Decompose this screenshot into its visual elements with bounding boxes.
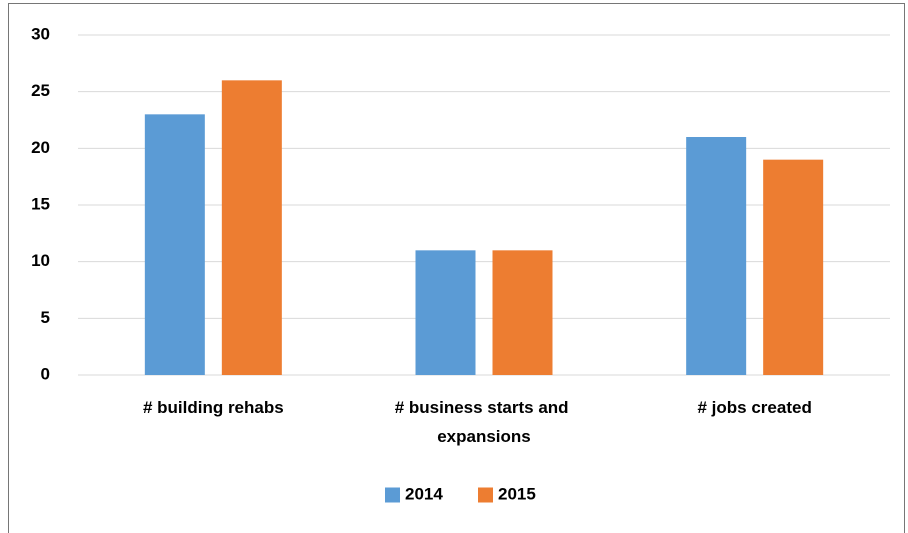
- y-tick-label: 5: [41, 308, 50, 327]
- y-tick-label: 0: [41, 364, 50, 383]
- x-tick-label: # business starts and expansions: [395, 398, 574, 446]
- y-tick-label: 25: [31, 81, 50, 100]
- x-tick-label: # jobs created: [698, 398, 812, 417]
- x-tick-label: # building rehabs: [143, 398, 284, 417]
- bar: [415, 250, 476, 375]
- legend-swatch: [478, 487, 493, 503]
- y-tick-label: 20: [31, 138, 50, 157]
- legend-label: 2014: [405, 484, 443, 503]
- bar: [763, 159, 824, 375]
- legend-label: 2015: [498, 484, 536, 503]
- bar: [686, 137, 747, 375]
- y-tick-label: 30: [31, 24, 50, 43]
- bar: [221, 80, 282, 375]
- y-tick-label: 10: [31, 251, 50, 270]
- y-tick-label: 15: [31, 194, 50, 213]
- legend-swatch: [385, 487, 400, 503]
- bar: [492, 250, 553, 375]
- bar: [144, 114, 205, 375]
